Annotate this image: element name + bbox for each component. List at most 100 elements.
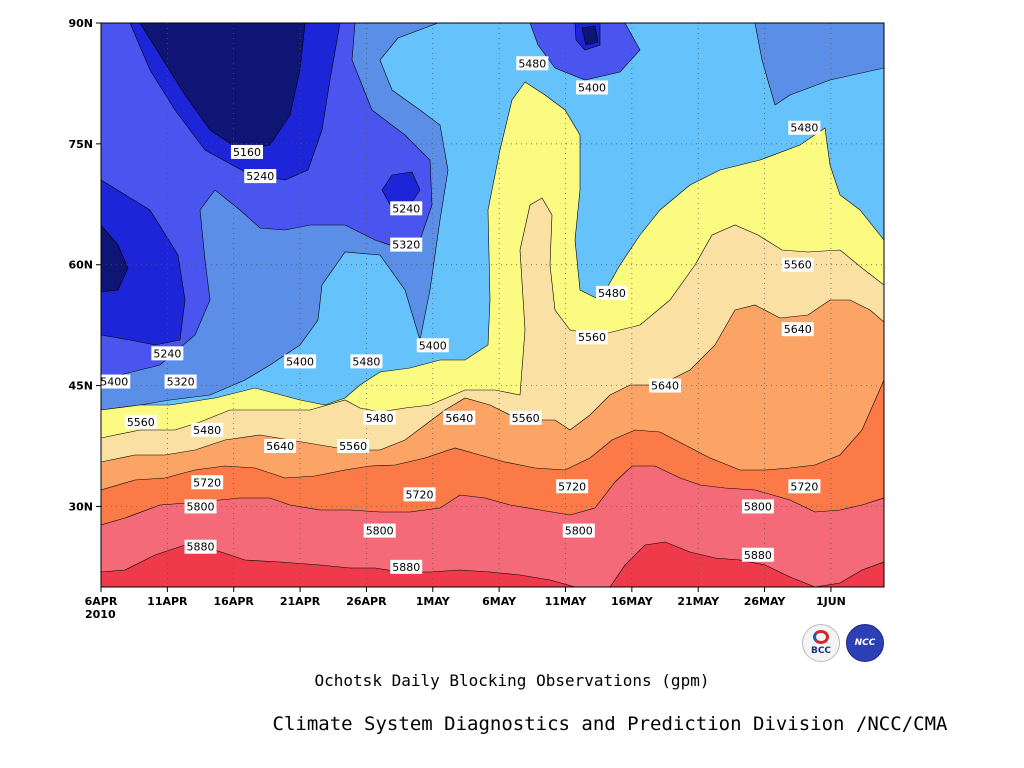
- contour-label: 5400: [576, 80, 609, 95]
- contour-label: 5880: [741, 547, 774, 562]
- contour-label-bg: [416, 338, 449, 353]
- band-gt5880: [101, 541, 884, 587]
- contour-label: 5720: [788, 479, 821, 494]
- x-tick-label: 11APR: [147, 595, 188, 608]
- contour-label-bg: [576, 330, 609, 345]
- contour-label-bg: [390, 559, 423, 574]
- bcc-logo: BCC: [802, 624, 840, 662]
- contour-label-text: 5720: [193, 476, 221, 489]
- contour-labels: 5160 5240 5240 5320 5480 5400 5480 5560 5480 5640…: [98, 56, 821, 574]
- x-tick-label: 26MAY: [744, 595, 787, 608]
- contour-label-text: 5240: [153, 347, 181, 360]
- contour-label-bg: [741, 499, 774, 514]
- contour-label-text: 5400: [578, 81, 606, 94]
- y-tick-label: 60N: [68, 259, 93, 272]
- contour-label-bg: [443, 410, 476, 425]
- x-axis: 2010 6APR 11APR 16APR 21APR 26APR 1MAY 6MAY 11M…: [85, 587, 846, 621]
- contour-label-bg: [576, 80, 609, 95]
- contour-label-text: 5560: [339, 440, 367, 453]
- contour-label-text: 5880: [392, 561, 420, 574]
- contour-field: [101, 23, 884, 587]
- x-tick-label: 11MAY: [545, 595, 588, 608]
- contour-label-bg: [649, 378, 682, 393]
- contour-label-bg: [363, 410, 396, 425]
- contour-label-text: 5880: [187, 541, 215, 554]
- plot-frame: [100, 22, 885, 588]
- contour-label-bg: [516, 56, 549, 71]
- contour-label-bg: [191, 422, 224, 437]
- contour-label-text: 5800: [744, 500, 772, 513]
- contour-label-text: 5720: [790, 480, 818, 493]
- chart-credit: Climate System Diagnostics and Predictio…: [272, 713, 948, 735]
- contour-label: 5720: [191, 475, 224, 490]
- y-axis: 30N 45N 60N 75N 90N: [68, 17, 101, 513]
- contour-label-text: 5800: [187, 500, 215, 513]
- contour-label-bg: [264, 439, 297, 453]
- contour-label: 5480: [788, 120, 821, 135]
- contour-label-text: 5480: [598, 287, 626, 300]
- contour-label-text: 5800: [366, 525, 394, 538]
- contour-label: 5160: [230, 144, 263, 159]
- contour-label-bg: [184, 499, 217, 514]
- contour-label-bg: [363, 523, 396, 538]
- contour-label-text: 5640: [784, 323, 812, 336]
- contour-label-bg: [781, 257, 814, 272]
- contour-label-text: 5560: [784, 259, 812, 272]
- contour-label: 5400: [284, 354, 317, 369]
- contour-label-text: 5320: [392, 239, 420, 252]
- contour-label: 5480: [595, 285, 628, 300]
- contour-label-bg: [184, 539, 217, 554]
- band-5160-5240: [101, 179, 186, 346]
- contour-label-bg: [509, 410, 542, 425]
- y-tick-label: 30N: [68, 500, 93, 513]
- x-tick-label: 16APR: [214, 595, 255, 608]
- contour-label-bg: [284, 354, 317, 369]
- contour-label: 5640: [649, 378, 682, 393]
- contour-label: 5240: [151, 346, 184, 361]
- y-tick-label: 75N: [68, 138, 93, 151]
- x-year-label: 2010: [85, 608, 116, 621]
- contour-label-text: 5720: [406, 488, 434, 501]
- contour-label: 5720: [403, 487, 436, 502]
- bcc-logo-text: BCC: [810, 646, 832, 656]
- contour-label-text: 5480: [193, 424, 221, 437]
- contour-label: 5560: [124, 414, 157, 429]
- contour-label-bg: [244, 169, 277, 184]
- contour-label: 5880: [390, 559, 423, 574]
- contour-label-text: 5480: [366, 412, 394, 425]
- contour-label-text: 5240: [246, 170, 274, 183]
- y-tick-label: 45N: [68, 380, 93, 393]
- contour-label-bg: [98, 374, 131, 389]
- contour-label: 5240: [244, 169, 277, 184]
- contour-label: 5480: [516, 56, 549, 71]
- contour-label: 5560: [576, 330, 609, 345]
- ncc-logo: NCC: [846, 624, 884, 662]
- contour-label-text: 5480: [518, 57, 546, 70]
- contour-label: 5640: [781, 322, 814, 337]
- contour-label-text: 5480: [352, 355, 380, 368]
- contour-label-bg: [191, 475, 224, 490]
- contour-label: 5560: [509, 410, 542, 425]
- contour-label-text: 5880: [744, 549, 772, 562]
- contour-label-bg: [562, 523, 595, 538]
- contour-label-bg: [164, 374, 197, 389]
- band-5320-5400: [754, 23, 884, 106]
- contour-label: 5640: [443, 410, 476, 425]
- contour-label-bg: [788, 120, 821, 135]
- contour-label-text: 5400: [286, 355, 314, 368]
- x-tick-label: 21APR: [280, 595, 321, 608]
- contour-label-text: 5320: [167, 376, 195, 389]
- contour-label: 5320: [390, 237, 423, 252]
- y-tick-label: 90N: [68, 17, 93, 30]
- contour-label-bg: [151, 346, 184, 361]
- contour-label-text: 5400: [100, 376, 128, 389]
- contour-label-bg: [350, 354, 383, 369]
- x-tick-label: 1JUN: [816, 595, 846, 608]
- contour-label-text: 5480: [790, 122, 818, 135]
- x-tick-label: 21MAY: [677, 595, 720, 608]
- contour-label-bg: [781, 322, 814, 337]
- contour-label-text: 5800: [565, 525, 593, 538]
- contour-label-bg: [337, 439, 370, 453]
- contour-label-bg: [390, 201, 423, 216]
